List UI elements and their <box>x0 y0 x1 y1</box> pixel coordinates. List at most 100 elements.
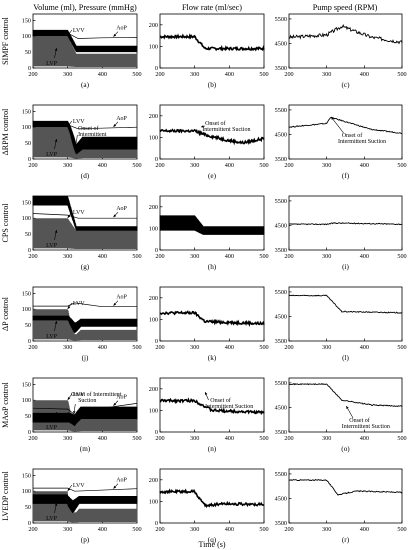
annotation-arrowhead <box>54 503 58 506</box>
annotation-arrowhead <box>54 139 58 142</box>
x-tick-label: 200 <box>284 435 293 442</box>
plot-frame <box>288 195 403 251</box>
plot-frame <box>159 286 265 342</box>
y-tick-label: 0 <box>155 65 158 72</box>
x-tick-label: 300 <box>322 253 331 260</box>
panel-tag: (e) <box>208 172 217 180</box>
annotation-arrowhead <box>67 488 71 491</box>
panel-r: 3500 4500 5500 200 300 400 500 (r) <box>275 468 407 544</box>
x-tick-label: 300 <box>63 71 72 78</box>
series-flow <box>159 128 265 146</box>
annotation-lvv: LVV <box>73 28 85 34</box>
x-tick-label: 400 <box>98 344 107 351</box>
y-tick-label: 5500 <box>275 380 287 387</box>
x-tick-label: 300 <box>190 253 199 260</box>
y-tick-label: 200 <box>149 295 158 302</box>
annotation-arrowhead <box>113 214 117 218</box>
x-tick-label: 400 <box>225 344 234 351</box>
x-tick-label: 400 <box>98 162 107 169</box>
annotation-aop: AoP <box>116 395 127 401</box>
annotation-arrowhead <box>204 392 208 395</box>
series-flow <box>159 215 265 235</box>
annotation-arrowhead <box>67 124 71 127</box>
x-tick-label: 200 <box>284 71 293 78</box>
y-tick-label: 0 <box>28 338 31 345</box>
y-tick-label: 5500 <box>275 16 287 23</box>
x-tick-label: 500 <box>397 71 406 78</box>
panel-tag: (p) <box>81 536 90 544</box>
y-tick-label: 5500 <box>275 198 287 205</box>
x-tick-label: 400 <box>360 435 369 442</box>
annotation-lvp: LVP <box>46 334 57 340</box>
series-speed <box>288 294 403 314</box>
annotation-arrowhead <box>67 306 71 309</box>
y-tick-label: 150 <box>22 381 31 388</box>
series-lvv <box>32 406 138 426</box>
panel-k: 0 100 200 200 300 400 500 (k) <box>149 286 269 362</box>
y-tick-label: 100 <box>149 134 158 141</box>
annotation-arrowhead <box>67 215 71 218</box>
x-tick-label: 500 <box>397 162 406 169</box>
series-aop <box>32 213 137 219</box>
annotation-lvp: LVP <box>46 425 57 431</box>
x-tick-label: 400 <box>225 526 234 533</box>
panel-l: 3500 4500 5500 200 300 400 500 (l) <box>275 286 407 362</box>
series-lvv <box>32 494 138 514</box>
annotation-onset: Onset of Intermittent <box>71 391 122 398</box>
x-tick-label: 500 <box>132 71 141 78</box>
x-tick-label: 300 <box>63 162 72 169</box>
y-tick-label: 0 <box>28 520 31 527</box>
annotation-lvp: LVP <box>46 61 57 67</box>
y-tick-label: 200 <box>149 204 158 211</box>
annotation-arrowhead <box>72 411 76 414</box>
annotation-aop: AoP <box>116 295 127 301</box>
panel-tag: (a) <box>81 81 90 89</box>
series-flow <box>159 310 265 327</box>
plot-frame <box>288 468 403 524</box>
annotation-aop: AoP <box>116 116 127 122</box>
x-tick-label: 400 <box>98 253 107 260</box>
panel-tag: (h) <box>208 263 217 271</box>
y-tick-label: 100 <box>149 498 158 505</box>
y-tick-label: 100 <box>22 488 31 495</box>
panel-p: 0 50 100 150 200 300 400 500 (p) AoP LVV LVP <box>22 468 142 544</box>
series-speed <box>288 222 403 226</box>
x-tick-label: 300 <box>63 344 72 351</box>
annotation-arrowhead <box>54 412 58 415</box>
x-tick-label: 500 <box>132 526 141 533</box>
panel-q: 0 100 200 200 300 400 500 (q) <box>149 468 269 544</box>
y-tick-label: 4500 <box>275 40 287 47</box>
panel-tag: (m) <box>80 445 91 453</box>
annotation-lvv: LVV <box>73 483 85 489</box>
panel-j: 0 50 100 150 200 300 400 500 (j) AoP LVV LVP <box>22 286 142 362</box>
annotation-lvv: LVV <box>73 392 85 398</box>
y-tick-label: 4500 <box>275 131 287 138</box>
annotation-arrowhead <box>200 125 204 128</box>
panel-tag: (j) <box>82 354 89 362</box>
annotation-arrowhead <box>331 117 334 120</box>
y-tick-label: 100 <box>22 33 31 40</box>
annotation-arrowhead <box>74 146 77 149</box>
series-lvv <box>32 196 138 231</box>
annotation-arrowhead <box>54 230 58 233</box>
annotation-onset: Intermittent Suction <box>342 424 390 430</box>
series-speed <box>288 116 402 134</box>
annotation-arrowhead <box>346 406 349 409</box>
annotation-onset: Suction <box>78 398 96 404</box>
y-tick-label: 0 <box>155 156 158 163</box>
y-tick-label: 50 <box>25 140 31 147</box>
plot-frame <box>159 104 265 160</box>
y-tick-label: 0 <box>28 65 31 72</box>
y-tick-label: 50 <box>25 322 31 329</box>
x-tick-label: 400 <box>360 344 369 351</box>
series-aop <box>32 403 138 415</box>
y-tick-label: 100 <box>149 407 158 414</box>
y-tick-label: 0 <box>155 338 158 345</box>
row-label: LVEDP control <box>1 471 10 521</box>
y-tick-label: 50 <box>25 504 31 511</box>
plot-frame <box>159 377 265 433</box>
y-tick-label: 100 <box>149 316 158 323</box>
panel-f: 3500 4500 5500 200 300 400 500 (f) Onset ofInter… <box>275 104 407 180</box>
x-tick-label: 500 <box>259 435 268 442</box>
series-flow <box>159 397 265 416</box>
